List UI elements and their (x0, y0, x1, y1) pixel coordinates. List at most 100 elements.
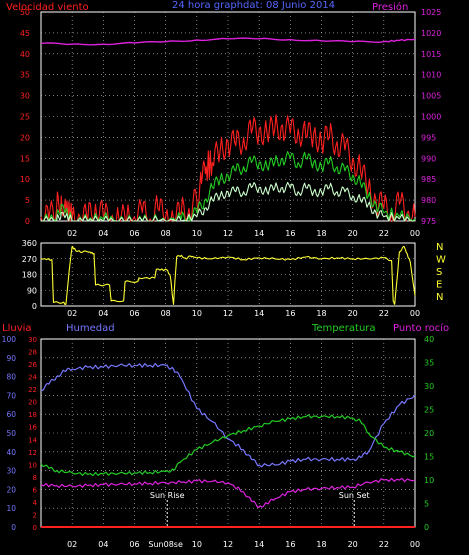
sunrise-label: Sun Rise (150, 491, 185, 500)
tick-label: 975 (421, 217, 436, 226)
tick-label: 50 (6, 429, 16, 438)
time-tick-label: 20 (348, 229, 358, 238)
tick-label: 980 (421, 196, 436, 205)
tick-label: 40 (424, 335, 434, 344)
tick-label: 1020 (421, 29, 441, 38)
time-tick-label: 18 (316, 540, 326, 549)
time-tick-label: 04 (98, 309, 108, 318)
tick-label: 30 (424, 382, 434, 391)
dew-point-axis-label: Punto rocío (393, 322, 449, 334)
time-tick-label: 08 (161, 309, 171, 318)
tick-label: 16 (28, 424, 37, 432)
temperature-line (40, 414, 415, 477)
time-tick-label: 14 (254, 229, 264, 238)
time-axis-top: 02 04 06 08 10 12 14 16 18 20 22 00 (67, 229, 420, 238)
tick-label: 20 (424, 429, 434, 438)
tick-label: 15 (424, 453, 434, 462)
tick-label: 45 (20, 29, 30, 38)
pressure-ticks: 975 980 985 990 995 1000 1005 1010 1015 1020 1025 (421, 8, 441, 226)
tick-label: 24 (28, 374, 37, 382)
time-tick-label: Sun08se (148, 540, 183, 549)
tick-label: 25 (424, 406, 434, 415)
tick-label: 100 (2, 335, 17, 344)
time-tick-label: 12 (223, 309, 233, 318)
tick-label: 985 (421, 175, 436, 184)
humidity-axis-label: Humedad (66, 323, 115, 334)
time-tick-label: 22 (379, 309, 389, 318)
time-tick-label: 10 (192, 540, 202, 549)
time-tick-label: 04 (98, 540, 108, 549)
compass-label: N (436, 242, 443, 253)
time-tick-label: 04 (98, 229, 108, 238)
tick-label: 0 (25, 217, 30, 226)
time-tick-label: 10 (192, 309, 202, 318)
time-tick-label: 18 (316, 309, 326, 318)
time-axis-bottom: 02 04 06 Sun08se 10 12 14 16 18 20 22 00 (67, 540, 420, 549)
tick-label: 10 (6, 504, 16, 513)
tick-label: 270 (22, 255, 37, 264)
tick-label: 1010 (421, 71, 441, 80)
compass-label: E (436, 280, 442, 291)
tick-label: 995 (421, 133, 436, 142)
time-tick-label: 20 (348, 540, 358, 549)
tick-label: 0 (424, 523, 429, 532)
time-tick-label: 06 (129, 229, 139, 238)
sun-markers: Sun Rise Sun Set (150, 491, 370, 527)
tick-label: 990 (421, 154, 436, 163)
time-tick-label: 16 (285, 229, 295, 238)
tick-label: 0 (33, 524, 37, 532)
chart-title: 24 hora graphdat: 08 Junio 2014 (172, 0, 335, 11)
tick-label: 0 (32, 302, 37, 311)
pressure-axis-label: Presión (372, 1, 408, 13)
tick-label: 14 (28, 436, 37, 444)
tick-label: 1015 (421, 50, 441, 59)
tick-label: 30 (6, 467, 16, 476)
time-tick-label: 10 (192, 229, 202, 238)
time-tick-label: 14 (254, 540, 264, 549)
time-tick-label: 12 (223, 540, 233, 549)
tick-label: 90 (27, 286, 37, 295)
tick-label: 20 (6, 485, 16, 494)
time-tick-label: 20 (348, 309, 358, 318)
time-tick-label: 16 (285, 540, 295, 549)
tick-label: 26 (28, 361, 37, 369)
tick-label: 28 (28, 349, 37, 357)
tick-label: 35 (20, 71, 30, 80)
tick-label: 18 (28, 411, 37, 419)
tick-label: 10 (424, 476, 434, 485)
time-tick-label: 22 (379, 540, 389, 549)
time-tick-label: 16 (285, 309, 295, 318)
compass-label: S (436, 267, 442, 278)
time-tick-label: 18 (316, 229, 326, 238)
tick-label: 20 (20, 133, 30, 142)
tick-label: 180 (22, 271, 37, 280)
wind-speed-ticks: 0 5 10 15 20 25 30 35 40 45 50 (20, 8, 30, 226)
dew-point-line (40, 477, 416, 509)
tick-label: 360 (22, 239, 37, 248)
tick-label: 10 (20, 175, 30, 184)
time-axis-middle: 02 04 06 08 10 12 14 16 18 20 22 00 (67, 309, 420, 318)
wind-pressure-grid (41, 12, 415, 221)
tick-label: 6 (33, 486, 38, 494)
tick-label: 40 (20, 50, 30, 59)
tick-label: 0 (11, 523, 16, 532)
time-tick-label: 00 (410, 229, 420, 238)
weather-grid (41, 339, 415, 527)
tick-label: 25 (20, 113, 30, 122)
sunset-label: Sun Set (339, 491, 370, 500)
tick-label: 10 (28, 461, 37, 469)
tick-label: 80 (6, 373, 16, 382)
wind-average-line (41, 181, 415, 222)
tick-label: 8 (33, 474, 37, 482)
time-tick-label: 06 (129, 540, 139, 549)
tick-label: 50 (20, 8, 30, 17)
wind-direction-ticks: 0 90 180 270 360 (22, 239, 37, 311)
humidity-line (40, 362, 416, 468)
wind-direction-series (40, 245, 416, 306)
tick-label: 90 (6, 354, 16, 363)
tick-label: 12 (28, 449, 37, 457)
